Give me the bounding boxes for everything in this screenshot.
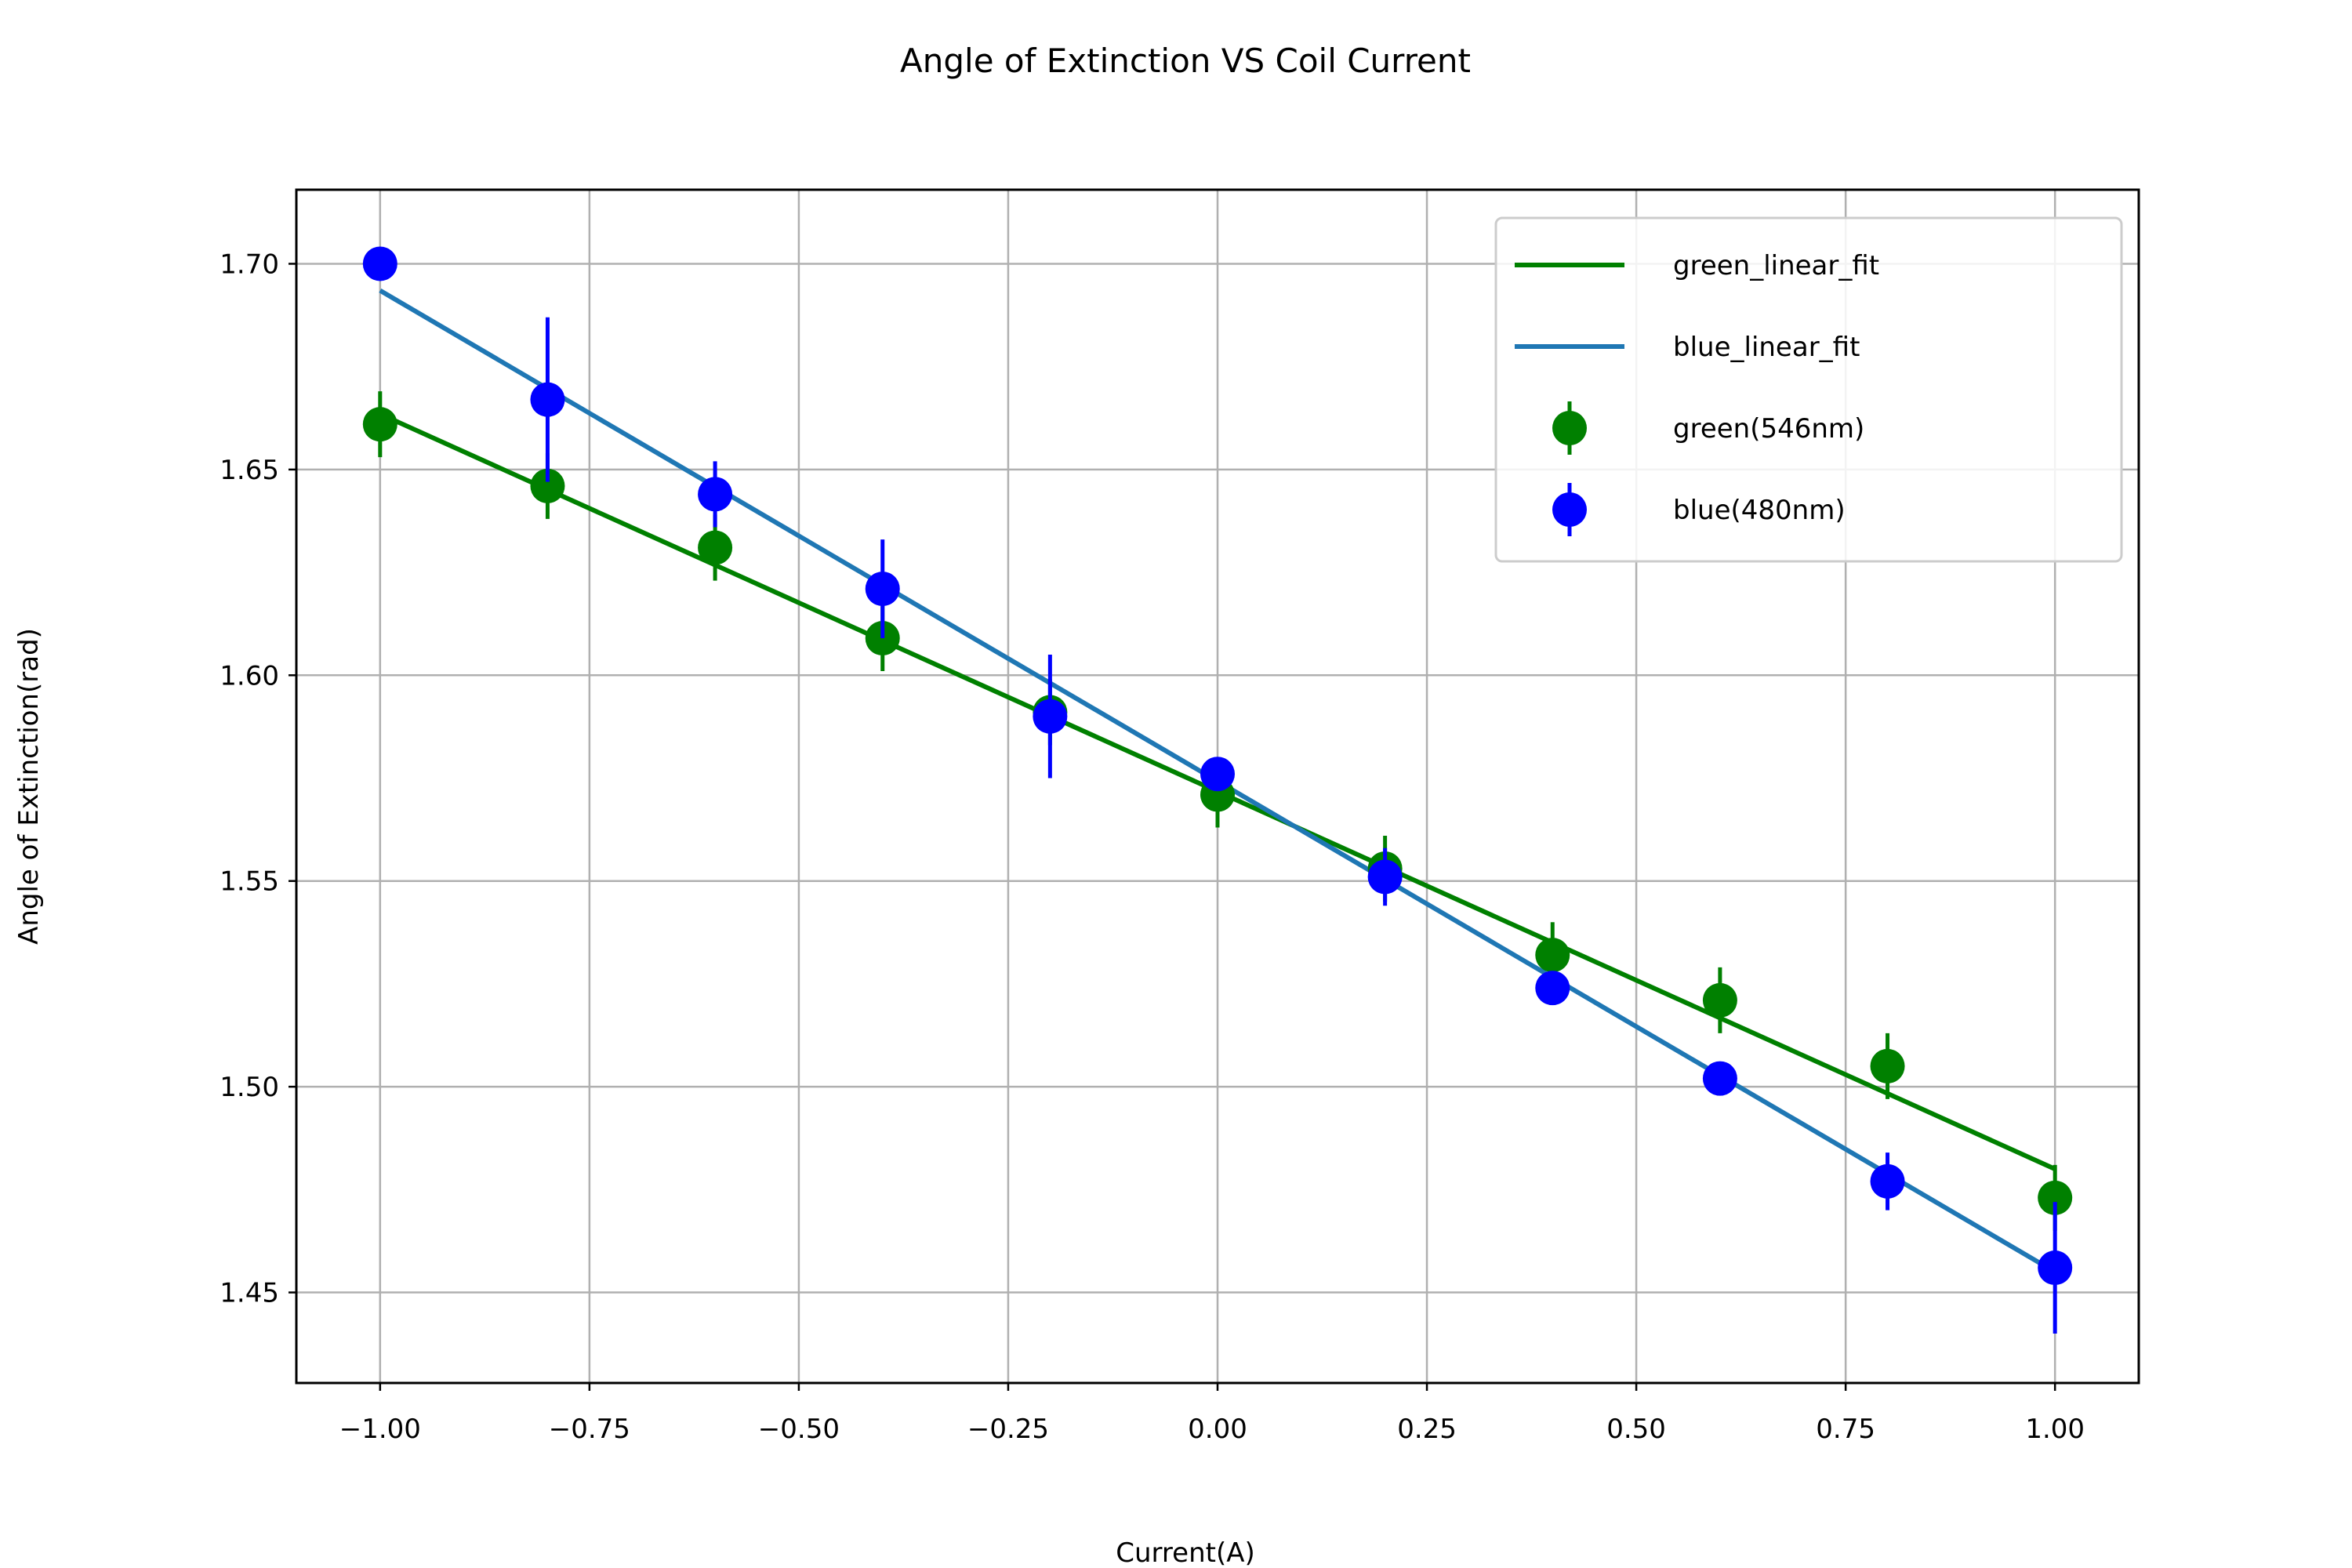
legend: green_linear_fit blue_linear_fit green(546… bbox=[1494, 216, 2123, 563]
legend-label: green(546nm) bbox=[1673, 413, 1864, 445]
data-point bbox=[2038, 1250, 2073, 1286]
data-point bbox=[530, 468, 565, 503]
data-point bbox=[1702, 1061, 1737, 1096]
x-tick-label: −1.00 bbox=[339, 1414, 421, 1445]
y-tick-label: 1.65 bbox=[220, 455, 279, 486]
y-tick-label: 1.50 bbox=[220, 1072, 279, 1103]
data-point bbox=[1870, 1048, 1905, 1083]
legend-label: blue_linear_fit bbox=[1673, 332, 1860, 363]
data-point bbox=[1535, 971, 1570, 1006]
x-tick-label: 1.00 bbox=[2025, 1414, 2085, 1445]
legend-label: green_linear_fit bbox=[1673, 250, 1879, 281]
x-tick-label: −0.50 bbox=[758, 1414, 840, 1445]
data-point bbox=[362, 246, 397, 281]
series-blue-480nm- bbox=[362, 246, 2073, 1334]
x-tick-label: −0.75 bbox=[549, 1414, 630, 1445]
y-tick-label: 1.55 bbox=[220, 866, 279, 898]
x-tick-label: 0.25 bbox=[1397, 1414, 1457, 1445]
data-point bbox=[530, 382, 565, 417]
data-point bbox=[1702, 982, 1737, 1018]
x-tick-label: 0.00 bbox=[1188, 1414, 1247, 1445]
y-tick-label: 1.70 bbox=[220, 249, 279, 280]
data-point bbox=[865, 572, 900, 607]
data-point bbox=[1200, 757, 1235, 792]
x-tick-label: −0.25 bbox=[967, 1414, 1049, 1445]
tick-layer: −1.00 −0.75 −0.50 −0.25 0.00 0.25 0.50 0.75 1.00… bbox=[220, 249, 2085, 1445]
data-point bbox=[1535, 938, 1570, 973]
legend-label: blue(480nm) bbox=[1673, 495, 1846, 526]
legend-box bbox=[1494, 216, 2123, 563]
y-tick-label: 1.60 bbox=[220, 660, 279, 691]
y-tick-label: 1.45 bbox=[220, 1278, 279, 1309]
legend-key-marker bbox=[1552, 492, 1587, 527]
data-point bbox=[2038, 1180, 2073, 1215]
chart-title: Angle of Extinction VS Coil Current bbox=[900, 42, 1471, 80]
series-layer bbox=[362, 246, 2073, 1334]
data-point bbox=[1033, 699, 1068, 734]
data-point bbox=[698, 530, 733, 565]
legend-key-marker bbox=[1552, 411, 1587, 445]
data-point bbox=[1870, 1163, 1905, 1199]
y-axis-label: Angle of Extinction(rad) bbox=[13, 628, 45, 945]
x-tick-label: 0.50 bbox=[1606, 1414, 1666, 1445]
data-point bbox=[1367, 859, 1403, 895]
x-tick-label: 0.75 bbox=[1816, 1414, 1875, 1445]
data-point bbox=[698, 477, 733, 512]
x-axis-label: Current(A) bbox=[1116, 1537, 1255, 1568]
data-point bbox=[362, 407, 397, 442]
